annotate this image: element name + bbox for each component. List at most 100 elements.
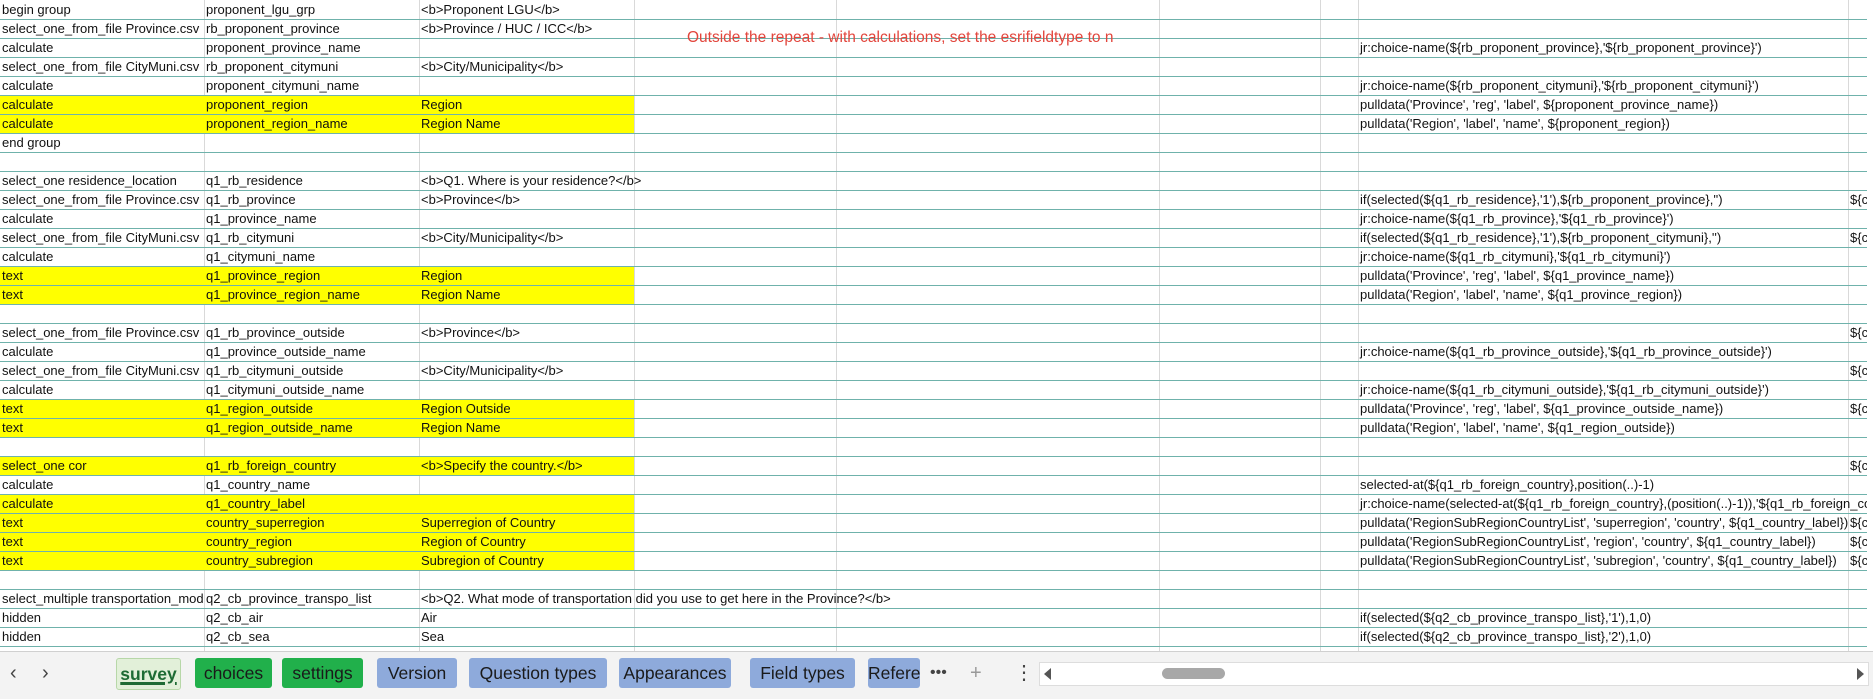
cell[interactable]: <b>City/Municipality</b>: [421, 363, 564, 378]
cell[interactable]: q1_citymuni_name: [206, 249, 316, 264]
cell[interactable]: jr:choice-name(${rb_proponent_citymuni},…: [1360, 78, 1759, 93]
cell[interactable]: q1_country_label: [206, 496, 306, 511]
cell[interactable]: select_one_from_file Province.csv: [2, 325, 200, 340]
cell[interactable]: jr:choice-name(${rb_proponent_province},…: [1360, 40, 1762, 55]
cell[interactable]: pulldata('RegionSubRegionCountryList', '…: [1360, 534, 1816, 549]
cell[interactable]: Region Name: [421, 116, 501, 131]
cell[interactable]: q1_region_outside: [206, 401, 313, 416]
cell[interactable]: selected-at(${q1_rb_foreign_country},pos…: [1360, 477, 1655, 492]
cell[interactable]: <b>Proponent LGU</b>: [421, 2, 560, 17]
cell[interactable]: hidden: [2, 610, 42, 625]
cell[interactable]: ${c: [1850, 534, 1867, 549]
cell[interactable]: Region Name: [421, 420, 501, 435]
cell[interactable]: select_one cor: [2, 458, 87, 473]
cell[interactable]: if(selected(${q1_rb_residence},'1'),${rb…: [1360, 192, 1723, 207]
cell[interactable]: calculate: [2, 116, 54, 131]
cell[interactable]: q1_rb_citymuni_outside: [206, 363, 344, 378]
horizontal-scrollbar[interactable]: [1039, 662, 1869, 686]
cell[interactable]: if(selected(${q1_rb_residence},'1'),${rb…: [1360, 230, 1722, 245]
cell[interactable]: calculate: [2, 477, 54, 492]
cell[interactable]: pulldata('Province', 'reg', 'label', ${p…: [1360, 97, 1719, 112]
cell[interactable]: pulldata('RegionSubRegionCountryList', '…: [1360, 553, 1837, 568]
cell[interactable]: select_one_from_file CityMuni.csv: [2, 230, 200, 245]
add-sheet-button[interactable]: +: [970, 662, 982, 684]
cell[interactable]: Region of Country: [421, 534, 526, 549]
cell[interactable]: <b>City/Municipality</b>: [421, 230, 564, 245]
cell[interactable]: jr:choice-name(selected-at(${q1_rb_forei…: [1360, 496, 1867, 511]
cell[interactable]: proponent_citymuni_name: [206, 78, 360, 93]
cell[interactable]: if(selected(${q2_cb_province_transpo_lis…: [1360, 629, 1652, 644]
cell[interactable]: q1_rb_foreign_country: [206, 458, 337, 473]
cell[interactable]: Sea: [421, 629, 445, 644]
cell[interactable]: q1_province_region: [206, 268, 321, 283]
cell[interactable]: ${c: [1850, 325, 1867, 340]
cell[interactable]: Region Name: [421, 287, 501, 302]
cell[interactable]: <b>City/Municipality</b>: [421, 59, 564, 74]
cell[interactable]: q1_region_outside_name: [206, 420, 353, 435]
cell[interactable]: pulldata('Region', 'label', 'name', ${q1…: [1360, 420, 1675, 435]
sheet-tab[interactable]: Reference: [868, 658, 920, 688]
cell[interactable]: calculate: [2, 97, 54, 112]
scroll-right-arrow[interactable]: [1857, 668, 1864, 680]
cell[interactable]: calculate: [2, 40, 54, 55]
cell[interactable]: q1_province_region_name: [206, 287, 360, 302]
prev-sheet-button[interactable]: ‹: [10, 662, 17, 684]
cell[interactable]: calculate: [2, 496, 54, 511]
cell[interactable]: text: [2, 401, 23, 416]
cell[interactable]: country_subregion: [206, 553, 313, 568]
cell[interactable]: jr:choice-name(${q1_rb_province_outside}…: [1360, 344, 1772, 359]
cell[interactable]: q1_province_outside_name: [206, 344, 366, 359]
cell[interactable]: rb_proponent_citymuni: [206, 59, 339, 74]
cell[interactable]: jr:choice-name(${q1_rb_citymuni_outside}…: [1360, 382, 1769, 397]
more-sheets-button[interactable]: •••: [930, 664, 947, 681]
cell[interactable]: select_one_from_file CityMuni.csv: [2, 59, 200, 74]
cell[interactable]: pulldata('Province', 'reg', 'label', ${q…: [1360, 268, 1675, 283]
cell[interactable]: text: [2, 515, 23, 530]
cell[interactable]: calculate: [2, 249, 54, 264]
cell[interactable]: q1_rb_province_outside: [206, 325, 345, 340]
cell[interactable]: pulldata('Region', 'label', 'name', ${q1…: [1360, 287, 1683, 302]
cell[interactable]: ${c: [1850, 401, 1867, 416]
cell[interactable]: select_one_from_file Province.csv: [2, 21, 200, 36]
cell[interactable]: ${c: [1850, 458, 1867, 473]
cell[interactable]: Region: [421, 97, 463, 112]
cell[interactable]: <b>Specify the country.</b>: [421, 458, 583, 473]
cell[interactable]: q1_rb_province: [206, 192, 296, 207]
cell[interactable]: rb_proponent_province: [206, 21, 340, 36]
cell[interactable]: select_multiple transportation_mode: [2, 591, 204, 606]
cell[interactable]: q1_citymuni_outside_name: [206, 382, 365, 397]
cell[interactable]: calculate: [2, 344, 54, 359]
cell[interactable]: <b>Province</b>: [421, 192, 521, 207]
cell[interactable]: ${c: [1850, 230, 1867, 245]
scroll-left-arrow[interactable]: [1044, 668, 1051, 680]
cell[interactable]: Region Outside: [421, 401, 511, 416]
sheet-tab[interactable]: settings: [282, 658, 363, 688]
cell[interactable]: ${c: [1850, 553, 1867, 568]
cell[interactable]: text: [2, 534, 23, 549]
cell[interactable]: q2_cb_sea: [206, 629, 270, 644]
sheet-tab[interactable]: Field types: [750, 658, 855, 688]
cell[interactable]: Air: [421, 610, 437, 625]
cell[interactable]: country_region: [206, 534, 292, 549]
cell[interactable]: select_one_from_file Province.csv: [2, 192, 200, 207]
cell[interactable]: text: [2, 420, 23, 435]
cell[interactable]: text: [2, 268, 23, 283]
menu-button[interactable]: ⋮: [1014, 662, 1034, 684]
cell[interactable]: if(selected(${q2_cb_province_transpo_lis…: [1360, 610, 1652, 625]
cell[interactable]: select_one_from_file CityMuni.csv: [2, 363, 200, 378]
cell[interactable]: hidden: [2, 629, 42, 644]
cell[interactable]: text: [2, 553, 23, 568]
cell[interactable]: proponent_lgu_grp: [206, 2, 316, 17]
cell[interactable]: jr:choice-name(${q1_rb_citymuni},'${q1_r…: [1360, 249, 1671, 264]
cell[interactable]: text: [2, 287, 23, 302]
sheet-tab[interactable]: Appearances: [619, 658, 731, 688]
cell[interactable]: <b>Province / HUC / ICC</b>: [421, 21, 593, 36]
cell[interactable]: select_one residence_location: [2, 173, 177, 188]
cell[interactable]: jr:choice-name(${q1_rb_province},'${q1_r…: [1360, 211, 1674, 226]
next-sheet-button[interactable]: ›: [42, 662, 49, 684]
cell[interactable]: end group: [2, 135, 61, 150]
cell[interactable]: Subregion of Country: [421, 553, 544, 568]
cell[interactable]: pulldata('Region', 'label', 'name', ${pr…: [1360, 116, 1670, 131]
cell[interactable]: country_superregion: [206, 515, 325, 530]
cell[interactable]: q2_cb_province_transpo_list: [206, 591, 372, 606]
